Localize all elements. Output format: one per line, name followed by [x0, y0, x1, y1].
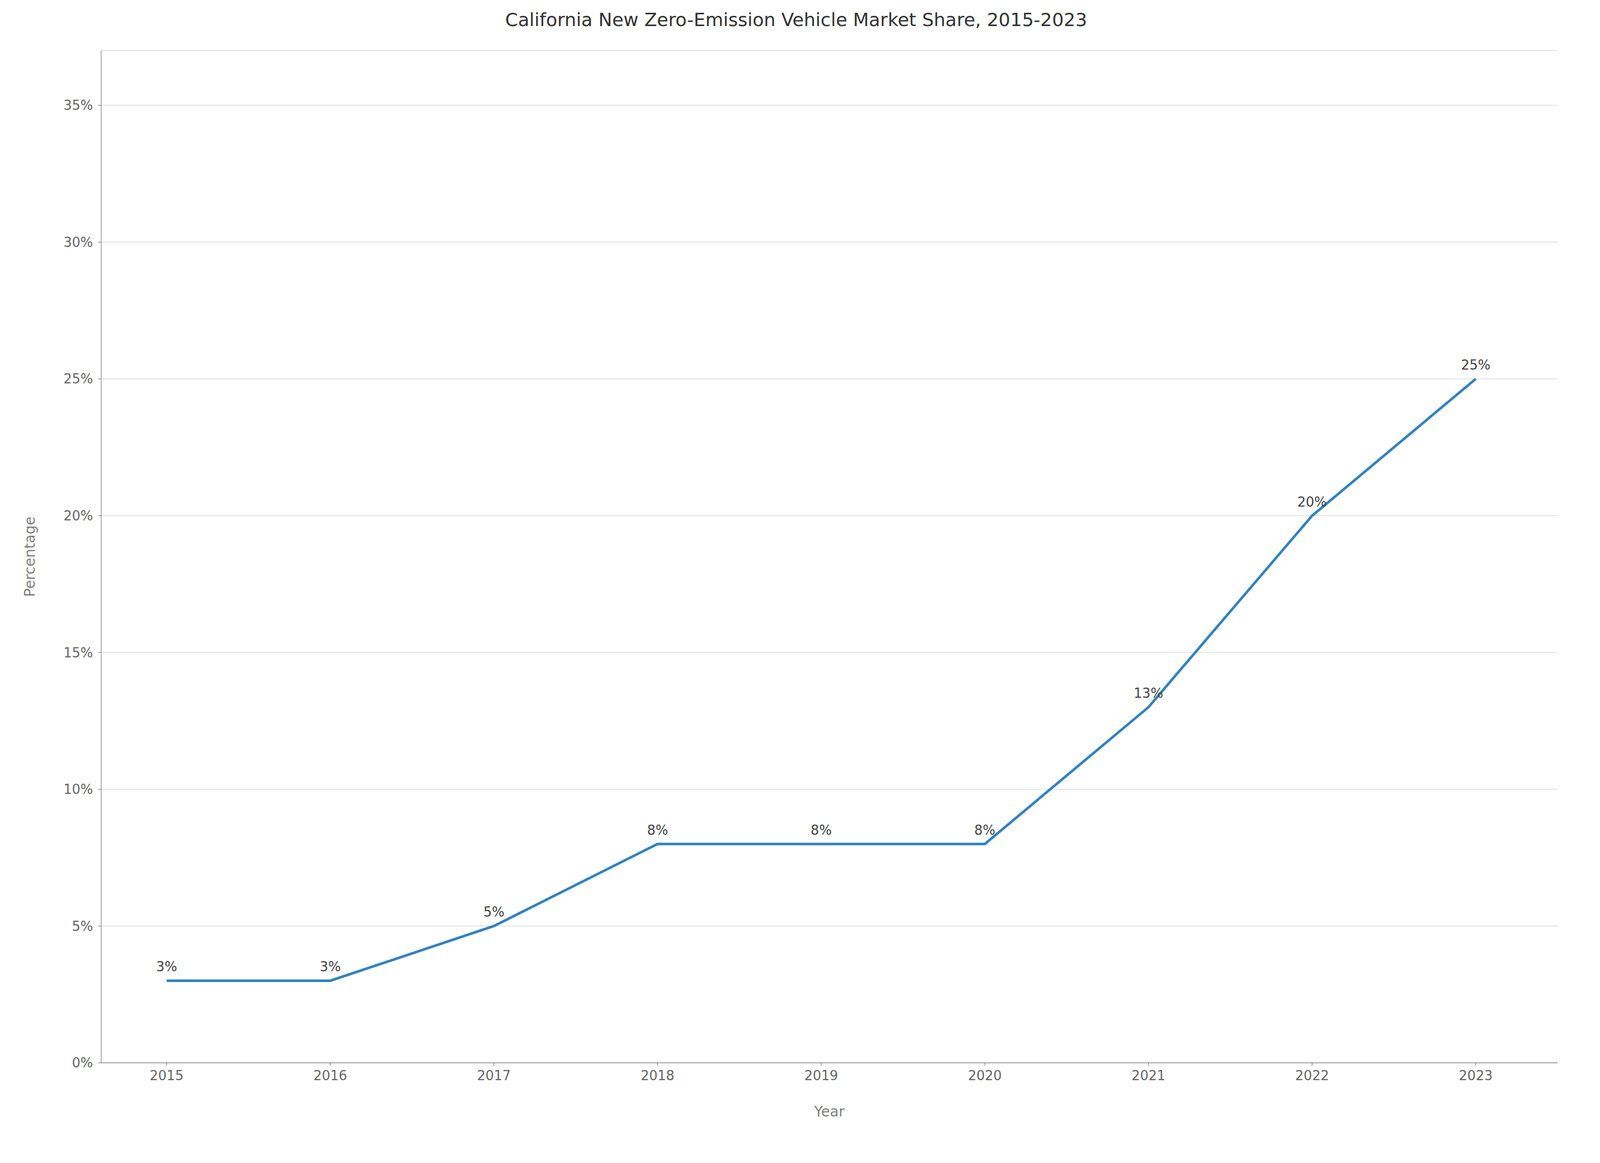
svg-text:5%: 5%: [483, 903, 505, 920]
svg-text:25%: 25%: [1461, 357, 1491, 373]
svg-text:30%: 30%: [63, 234, 94, 250]
svg-text:2019: 2019: [804, 1067, 839, 1083]
svg-text:10%: 10%: [63, 781, 94, 797]
svg-text:2023: 2023: [1458, 1067, 1493, 1083]
svg-text:15%: 15%: [63, 644, 94, 661]
svg-text:2022: 2022: [1295, 1067, 1330, 1083]
svg-text:2021: 2021: [1131, 1067, 1166, 1083]
svg-text:13%: 13%: [1133, 685, 1164, 701]
svg-text:8%: 8%: [646, 822, 668, 838]
svg-text:0%: 0%: [72, 1054, 94, 1071]
svg-text:3%: 3%: [319, 958, 341, 975]
svg-text:Percentage: Percentage: [21, 516, 39, 597]
svg-text:35%: 35%: [63, 97, 94, 113]
svg-text:3%: 3%: [155, 958, 177, 975]
svg-text:25%: 25%: [63, 370, 94, 387]
svg-text:Year: Year: [813, 1102, 845, 1120]
svg-text:8%: 8%: [810, 822, 832, 838]
svg-text:2017: 2017: [476, 1067, 511, 1083]
svg-text:2020: 2020: [967, 1067, 1002, 1083]
svg-text:20%: 20%: [1297, 494, 1328, 510]
svg-text:2018: 2018: [640, 1067, 675, 1083]
svg-text:2016: 2016: [313, 1067, 347, 1083]
svg-text:2015: 2015: [149, 1067, 184, 1083]
svg-text:5%: 5%: [72, 918, 94, 934]
svg-text:20%: 20%: [63, 507, 94, 524]
html-text:California New Zero-Emission V: California New Zero-Emission Vehicle Mar…: [505, 9, 1088, 31]
svg-text:8%: 8%: [974, 822, 996, 838]
